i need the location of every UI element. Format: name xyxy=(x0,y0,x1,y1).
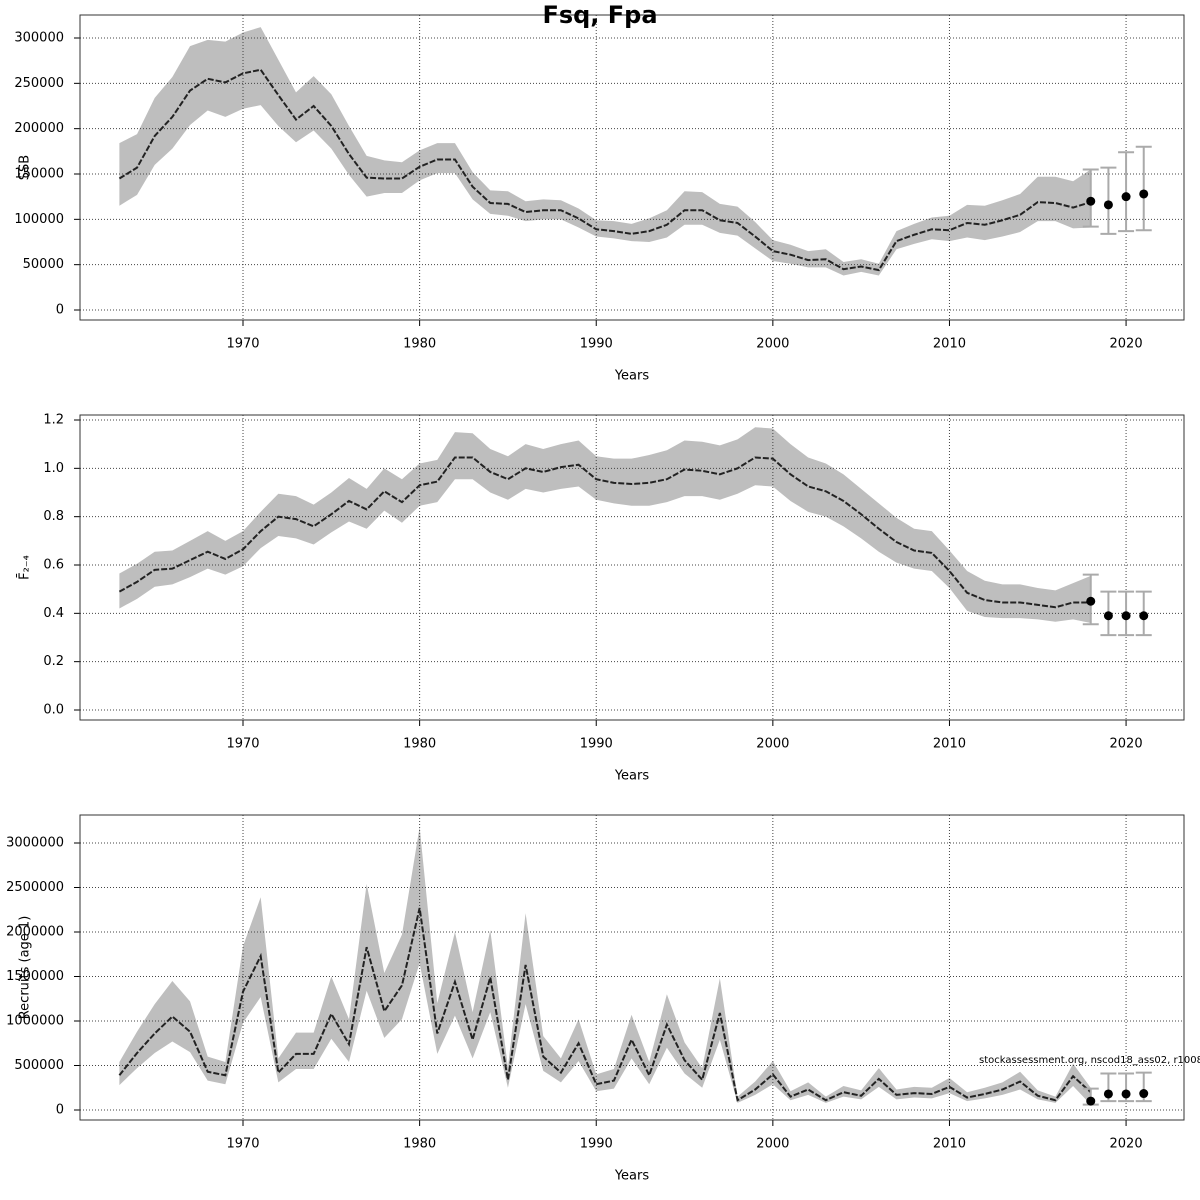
forecast-point xyxy=(1103,611,1113,621)
x-axis-label: Years xyxy=(614,769,650,784)
x-tick-label: 1990 xyxy=(580,1137,613,1152)
forecast-point xyxy=(1139,611,1149,621)
x-tick-label: 1990 xyxy=(580,337,613,352)
x-tick-label: 2000 xyxy=(756,1137,789,1152)
forecast-point xyxy=(1121,192,1131,202)
x-tick-label: 2000 xyxy=(756,337,789,352)
x-tick-label: 2020 xyxy=(1110,337,1143,352)
y-tick-label: 0 xyxy=(56,303,64,318)
y-tick-label: 1500000 xyxy=(6,969,64,984)
x-tick-label: 2010 xyxy=(933,1137,966,1152)
forecast-point xyxy=(1086,596,1096,606)
y-tick-label: 0.8 xyxy=(43,509,64,524)
x-tick-label: 1970 xyxy=(226,737,259,752)
x-tick-label: 2010 xyxy=(933,737,966,752)
y-tick-label: 2000000 xyxy=(6,925,64,940)
x-axis-label: Years xyxy=(614,369,650,384)
x-tick-label: 1970 xyxy=(226,337,259,352)
y-tick-label: 0 xyxy=(56,1103,64,1118)
forecast-point xyxy=(1086,196,1096,206)
y-tick-label: 0.0 xyxy=(43,702,64,717)
x-tick-label: 2020 xyxy=(1110,737,1143,752)
forecast-point xyxy=(1139,1089,1149,1099)
estimate-line xyxy=(118,68,1092,272)
y-tick-label: 150000 xyxy=(14,167,64,182)
x-tick-label: 1970 xyxy=(226,1137,259,1152)
y-tick-label: 200000 xyxy=(14,121,64,136)
annotation: stockassessment.org, nscod18_ass02, r100… xyxy=(979,1055,1200,1066)
forecast-point xyxy=(1121,1089,1131,1099)
confidence-band xyxy=(119,27,1091,276)
x-tick-label: 1980 xyxy=(403,337,436,352)
x-tick-label: 2010 xyxy=(933,337,966,352)
y-tick-label: 250000 xyxy=(14,76,64,91)
y-axis-label: SSB xyxy=(18,155,33,180)
x-tick-label: 1980 xyxy=(403,737,436,752)
y-tick-label: 1.2 xyxy=(43,413,64,428)
x-tick-label: 1980 xyxy=(403,1137,436,1152)
y-tick-label: 2500000 xyxy=(6,880,64,895)
plot-frame xyxy=(79,14,1185,321)
confidence-band xyxy=(119,826,1091,1105)
plot-frame xyxy=(79,414,1185,721)
estimate-line xyxy=(118,907,1092,1102)
y-tick-label: 1000000 xyxy=(6,1014,64,1029)
confidence-band xyxy=(119,427,1091,623)
y-axis-label: Recruits (age 1) xyxy=(18,916,33,1020)
chart-title: Fsq, Fpa xyxy=(542,1,657,29)
x-axis-label: Years xyxy=(614,1169,650,1184)
forecast-point xyxy=(1139,189,1149,199)
y-tick-label: 500000 xyxy=(14,1058,64,1073)
forecast-point xyxy=(1103,1089,1113,1099)
y-tick-label: 1.0 xyxy=(43,461,64,476)
y-tick-label: 0.6 xyxy=(43,557,64,572)
y-tick-label: 0.4 xyxy=(43,606,64,621)
y-tick-label: 100000 xyxy=(14,212,64,227)
estimate-line xyxy=(118,456,1091,609)
x-tick-label: 2000 xyxy=(756,737,789,752)
forecast-point xyxy=(1103,200,1113,210)
forecast-point xyxy=(1121,611,1131,621)
forecast-point xyxy=(1086,1096,1096,1106)
y-tick-label: 300000 xyxy=(14,31,64,46)
x-tick-label: 2020 xyxy=(1110,1137,1143,1152)
y-tick-label: 0.2 xyxy=(43,654,64,669)
x-tick-label: 1990 xyxy=(580,737,613,752)
y-axis-label: F̄₂₋₄ xyxy=(17,555,32,580)
y-tick-label: 3000000 xyxy=(6,836,64,851)
y-tick-label: 50000 xyxy=(23,257,64,272)
plot-frame xyxy=(79,814,1185,1121)
